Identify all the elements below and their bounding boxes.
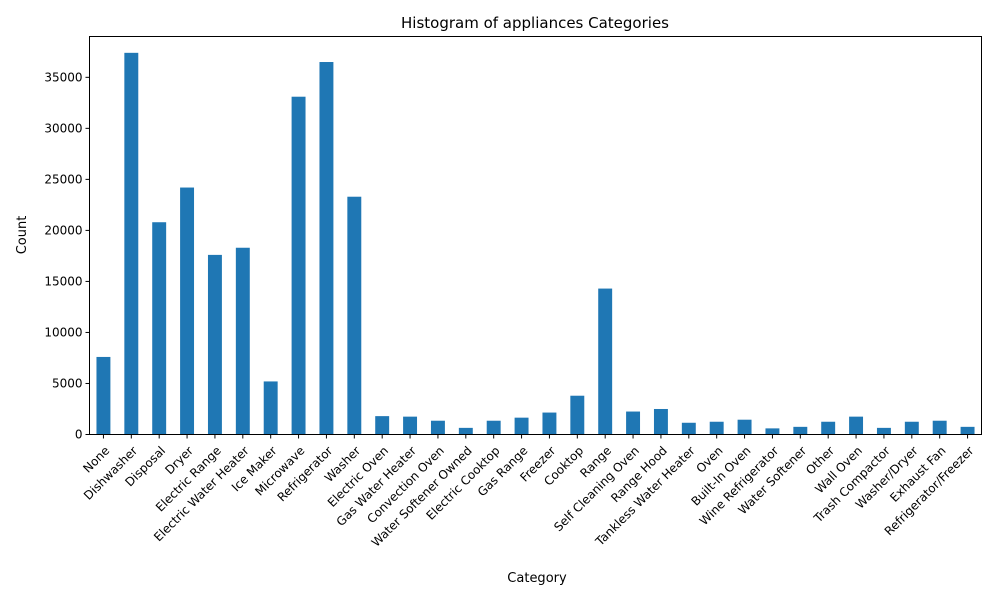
bar [430,420,445,435]
bar [709,421,724,435]
y-tick-label: 10000 [44,325,82,339]
bar [124,52,139,435]
bar [904,421,919,435]
y-tick-label: 25000 [44,172,82,186]
y-tick-label: 30000 [44,121,82,135]
bar [542,412,557,435]
bar [207,254,222,435]
y-axis-ticks: 0 5000 10000 15000 20000 25000 30000 35000 [44,70,90,442]
bar [765,428,780,435]
bar [598,288,613,435]
chart-title: Histogram of appliances Categories [401,14,669,32]
bar [876,427,891,435]
bar [514,417,529,435]
plot-frame [89,36,982,435]
bar [932,420,947,435]
bar [291,96,306,435]
y-tick-label: 20000 [44,223,82,237]
bar [152,222,167,435]
y-tick-label: 15000 [44,274,82,288]
bar [235,247,250,435]
bar [458,427,473,435]
y-tick-label: 5000 [52,376,83,390]
bar [570,395,585,435]
bar [960,426,975,435]
bar [486,420,501,435]
bar [821,421,836,435]
x-axis-label: Category [507,571,567,586]
bar [180,187,195,435]
bar [653,408,668,435]
bar [681,422,696,435]
bar [347,196,362,435]
bar [626,411,641,435]
bar [375,416,390,435]
bar [319,62,334,435]
bar [849,416,864,435]
bar [263,381,278,435]
y-tick-label: 0 [75,428,83,442]
bar [793,426,808,435]
y-tick-label: 35000 [44,70,82,84]
y-axis-label: Count [15,216,30,255]
bar [96,356,111,435]
bar [737,419,752,435]
bars-group [96,52,975,435]
bar [403,416,418,435]
